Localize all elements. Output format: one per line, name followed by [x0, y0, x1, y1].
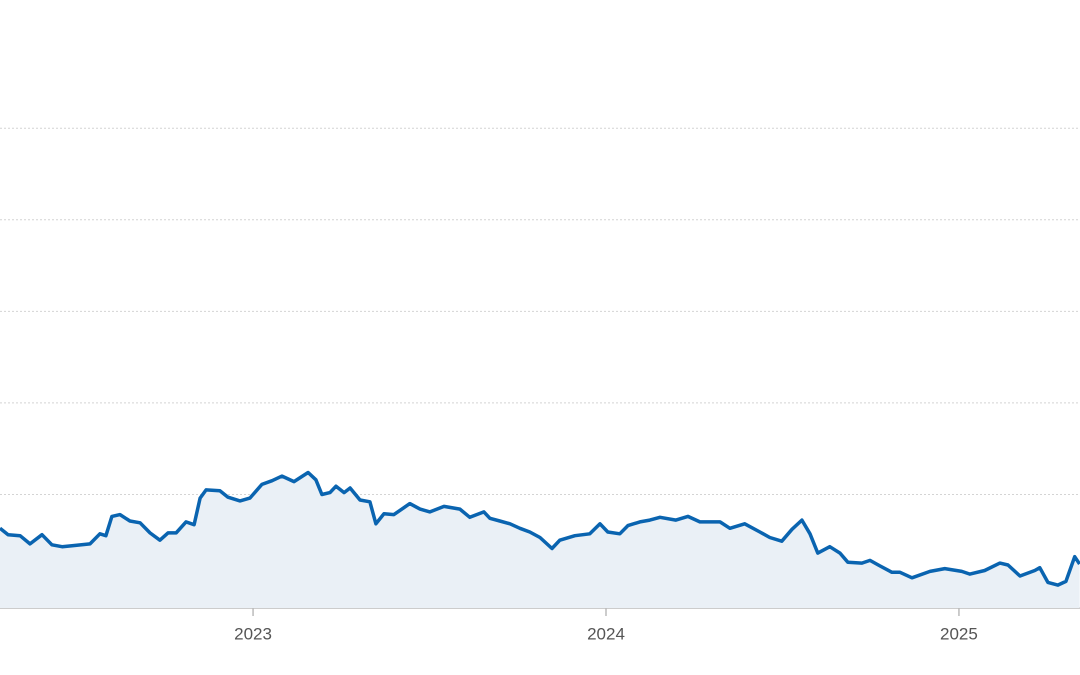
- line: [0, 470, 1080, 587]
- x-tick-label: 2025: [940, 624, 978, 643]
- area: [0, 472, 1080, 608]
- x-tick-label: 2024: [587, 624, 625, 643]
- x-tick-label: 2023: [234, 624, 272, 643]
